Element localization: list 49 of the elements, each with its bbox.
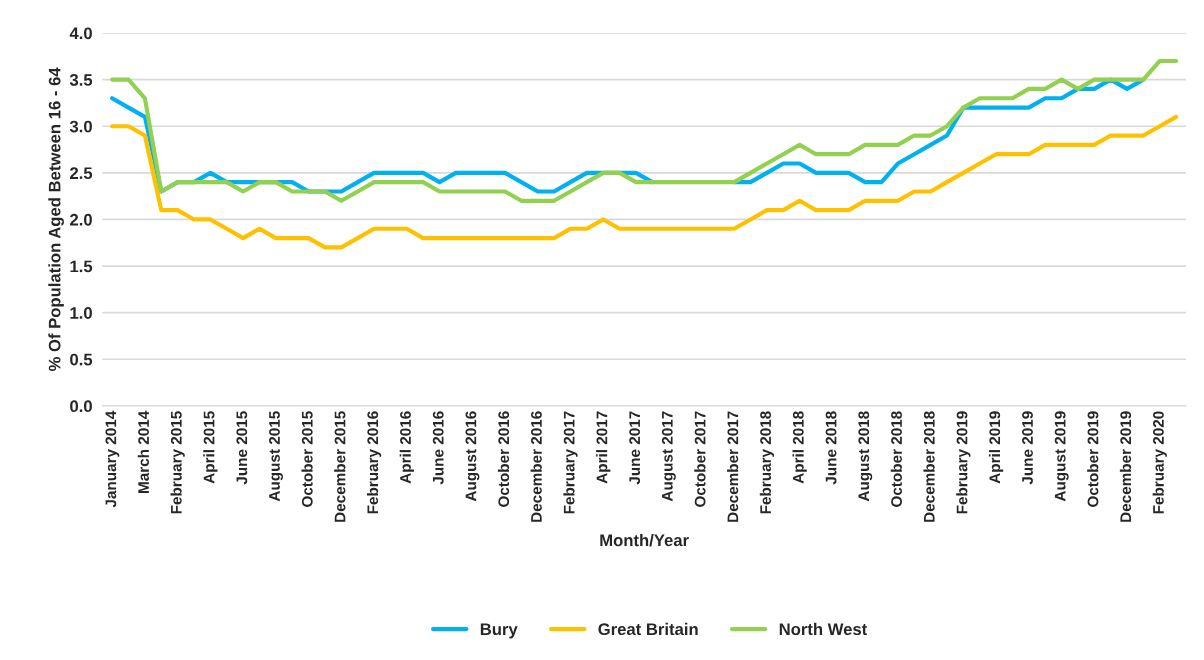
x-tick-label: August 2016 (465, 411, 480, 502)
x-tick-label: October 2015 (301, 411, 313, 507)
line-series (110, 58, 1179, 203)
x-tick-label: August 2017 (661, 411, 676, 502)
x-tick-label: August 2019 (1054, 411, 1069, 502)
legend-label: Bury (480, 623, 518, 639)
x-tick-label: December 2018 (923, 411, 935, 522)
x-tick-label: April 2016 (399, 411, 414, 484)
y-axis-title: % Of Population Aged Between 16 - 64 (48, 67, 64, 372)
x-tick-label: December 2016 (530, 411, 542, 522)
x-tick-label: February 2020 (1152, 411, 1167, 514)
x-tick-label: February 2015 (170, 411, 185, 514)
x-tick-label: April 2019 (988, 411, 1004, 484)
x-tick-label: June 2015 (236, 411, 248, 485)
x-tick-label: October 2019 (1087, 411, 1099, 507)
x-tick-label: June 2018 (825, 411, 837, 485)
x-tick-label: June 2017 (629, 411, 641, 485)
y-tick-label: 0.0 (70, 400, 92, 413)
x-tick-label: June 2019 (1022, 411, 1033, 485)
x-tick-label: August 2015 (269, 411, 283, 502)
y-tick-label: 1.0 (70, 307, 92, 319)
y-tick-label: 2.0 (70, 213, 92, 226)
y-tick-label: 4.0 (69, 27, 92, 40)
x-tick-label: April 2017 (596, 411, 611, 484)
x-tick-label: December 2015 (334, 411, 346, 522)
x-tick-label: August 2018 (858, 411, 873, 502)
x-tick-label: April 2018 (792, 411, 807, 484)
x-tick-label: October 2017 (694, 411, 706, 507)
y-tick-label: 2.5 (70, 167, 93, 180)
x-tick-label: March 2014 (137, 410, 149, 493)
y-tick-label: 0.5 (70, 353, 93, 366)
x-tick-label: December 2019 (1119, 411, 1132, 522)
x-tick-label: April 2015 (203, 411, 218, 484)
legend-label: North West (779, 622, 868, 636)
legend-label: Great Britain (598, 622, 698, 636)
x-tick-label: October 2018 (890, 411, 902, 507)
x-axis-title: Month/Year (600, 533, 689, 547)
y-tick-label: 3.0 (69, 120, 92, 133)
x-tick-label: February 2018 (759, 411, 775, 514)
x-tick-label: February 2019 (956, 411, 971, 514)
line-series (110, 114, 1179, 250)
x-tick-label: June 2016 (432, 411, 444, 485)
x-tick-label: October 2016 (497, 411, 510, 507)
x-tick-label: February 2016 (366, 411, 382, 514)
y-tick-label: 3.5 (69, 74, 93, 86)
x-tick-label: December 2017 (727, 411, 739, 522)
x-tick-label: February 2017 (563, 411, 578, 514)
y-tick-label: 1.5 (70, 260, 93, 273)
x-tick-label: January 2014 (105, 410, 120, 508)
